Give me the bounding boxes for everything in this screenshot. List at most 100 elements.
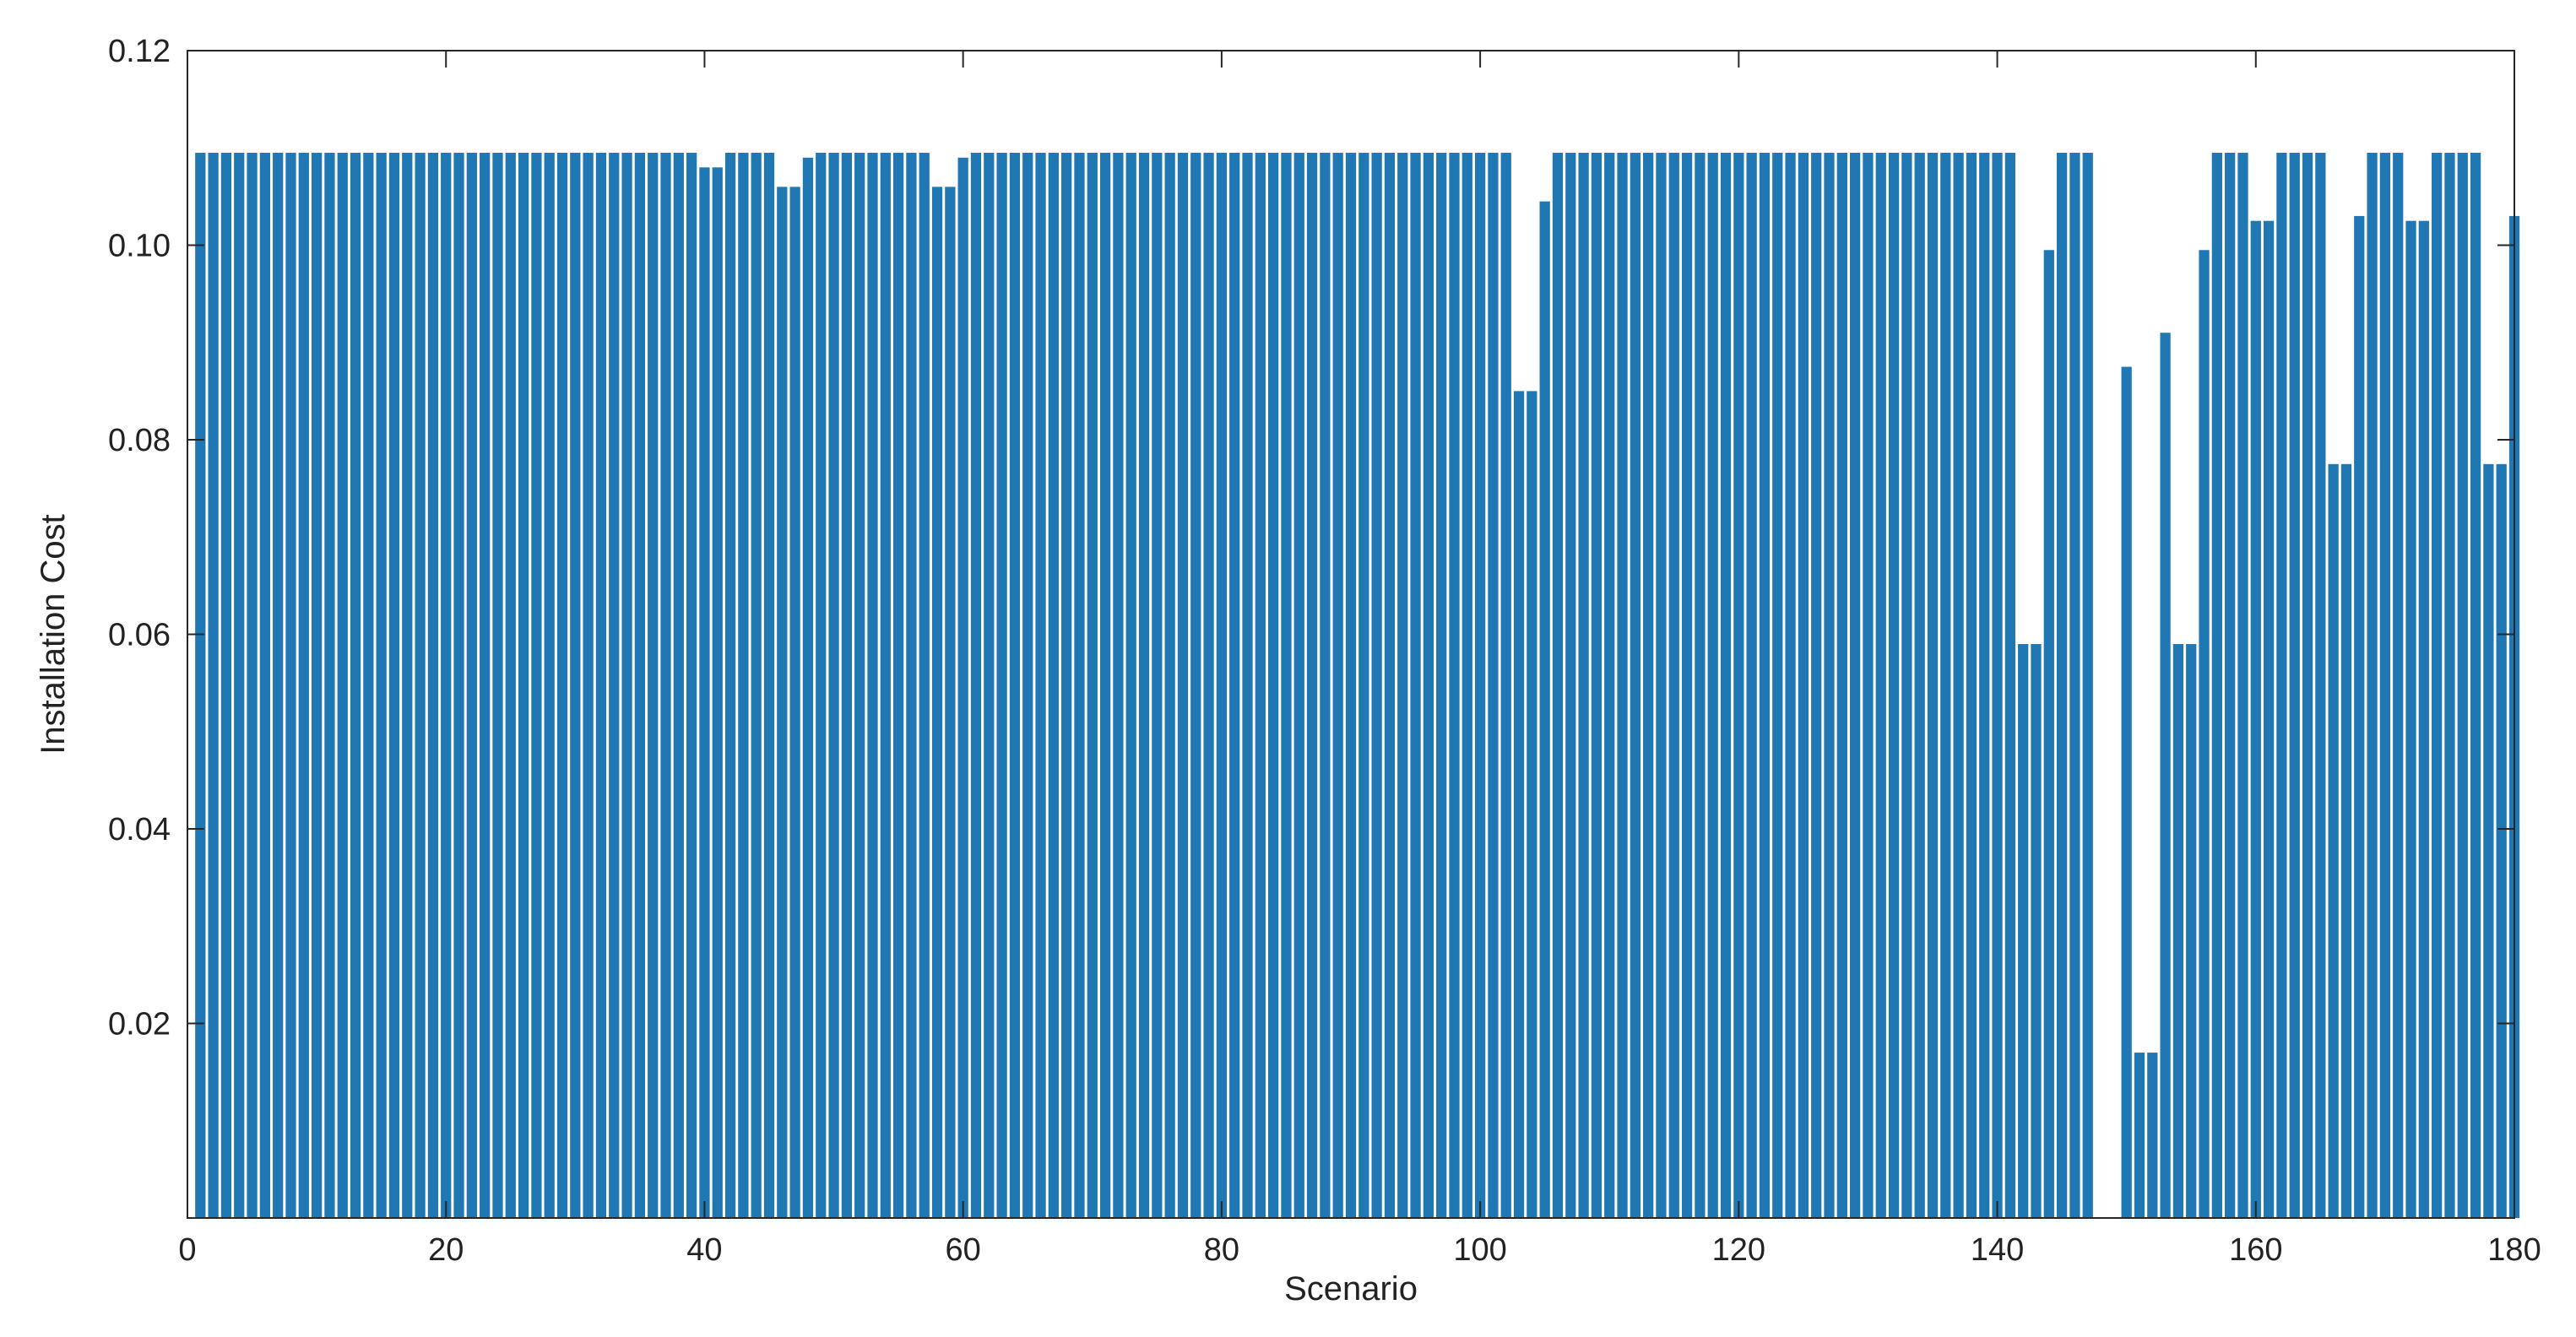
bar <box>1268 153 1279 1218</box>
bar <box>2186 644 2197 1218</box>
bar <box>970 153 982 1218</box>
bar <box>531 153 542 1218</box>
bar <box>1410 153 1421 1218</box>
bar <box>376 153 387 1218</box>
bar <box>415 153 426 1218</box>
bar <box>2379 153 2391 1218</box>
bar <box>1759 153 1771 1218</box>
bar <box>802 157 814 1218</box>
y-tick-label: 0.12 <box>108 34 171 69</box>
bar <box>1888 153 1900 1218</box>
bar <box>648 153 659 1218</box>
bar <box>1087 153 1098 1218</box>
bar <box>1022 153 1033 1218</box>
bar <box>2172 644 2184 1218</box>
bar <box>1436 153 1447 1218</box>
bar <box>2483 463 2494 1218</box>
bar <box>1914 153 1925 1218</box>
bar <box>1500 153 1511 1218</box>
bar <box>1281 153 1292 1218</box>
bar <box>996 153 1007 1218</box>
bar <box>789 187 800 1219</box>
bar <box>1152 153 1163 1218</box>
bar <box>1177 153 1189 1218</box>
y-tick-label: 0.08 <box>108 423 171 458</box>
bar <box>1229 153 1240 1218</box>
bar <box>2082 153 2093 1218</box>
x-tick-label: 180 <box>2487 1232 2541 1268</box>
x-axis-label: Scenario <box>1284 1270 1418 1307</box>
bar <box>1345 153 1357 1218</box>
bar <box>673 153 684 1218</box>
bar <box>1074 153 1085 1218</box>
y-tick-label: 0.02 <box>108 1007 171 1042</box>
bar <box>2031 644 2042 1218</box>
bar <box>208 153 219 1218</box>
bar <box>350 153 361 1218</box>
bar <box>1940 153 1951 1218</box>
bar <box>1306 153 1318 1218</box>
bar <box>1863 153 1874 1218</box>
y-tick-label: 0.06 <box>108 618 171 653</box>
bar <box>2237 153 2248 1218</box>
bar <box>2199 250 2210 1218</box>
bar <box>841 153 852 1218</box>
bar <box>712 167 723 1218</box>
bar <box>751 153 762 1218</box>
bar <box>1009 153 1021 1218</box>
bar <box>1061 153 1072 1218</box>
ticks-group: 0 20 40 60 80 100 120 140 160 180 0.02 0.04 0.06 0.08… <box>108 34 2541 1268</box>
bar <box>1125 153 1136 1218</box>
bar <box>2225 153 2236 1218</box>
bar <box>906 153 917 1218</box>
bar <box>1449 153 1460 1218</box>
bar <box>1604 153 1615 1218</box>
bar <box>492 153 503 1218</box>
bar <box>1099 153 1111 1218</box>
bar <box>1190 153 1201 1218</box>
bar <box>453 153 464 1218</box>
y-tick-label: 0.04 <box>108 812 171 847</box>
bar <box>621 153 632 1218</box>
bar <box>2289 153 2300 1218</box>
bar <box>2367 153 2378 1218</box>
bar <box>259 153 270 1218</box>
bar <box>595 153 607 1218</box>
bar <box>2043 250 2054 1218</box>
x-tick-label: 120 <box>1712 1232 1765 1268</box>
bar <box>816 153 827 1218</box>
bar <box>2263 220 2275 1219</box>
bar <box>1992 153 2003 1218</box>
bar <box>427 153 439 1218</box>
bar <box>1578 153 1589 1218</box>
bar <box>2302 153 2313 1218</box>
bar <box>1785 153 1796 1218</box>
bar <box>1203 153 1214 1218</box>
bar <box>880 153 891 1218</box>
bar <box>2354 215 2365 1219</box>
bar <box>1630 153 1641 1218</box>
bar <box>402 153 413 1218</box>
bar <box>1539 201 1550 1218</box>
bar <box>828 153 839 1218</box>
x-tick-label: 80 <box>1204 1232 1239 1268</box>
bar <box>1397 153 1408 1218</box>
bar <box>1035 153 1046 1218</box>
bar <box>2160 333 2171 1219</box>
x-tick-label: 60 <box>946 1232 981 1268</box>
bar <box>609 153 620 1218</box>
bar <box>1901 153 1912 1218</box>
bar <box>2393 153 2404 1218</box>
bar <box>220 153 232 1218</box>
x-tick-label: 40 <box>686 1232 722 1268</box>
bar <box>2056 153 2068 1218</box>
bars-group <box>195 153 2520 1219</box>
bar <box>1488 153 1499 1218</box>
bar <box>1720 153 1732 1218</box>
bar <box>2457 153 2468 1218</box>
bar <box>686 153 697 1218</box>
bar <box>1811 153 1822 1218</box>
bar <box>1953 153 1964 1218</box>
bar <box>1384 153 1396 1218</box>
x-tick-label: 0 <box>178 1232 196 1268</box>
